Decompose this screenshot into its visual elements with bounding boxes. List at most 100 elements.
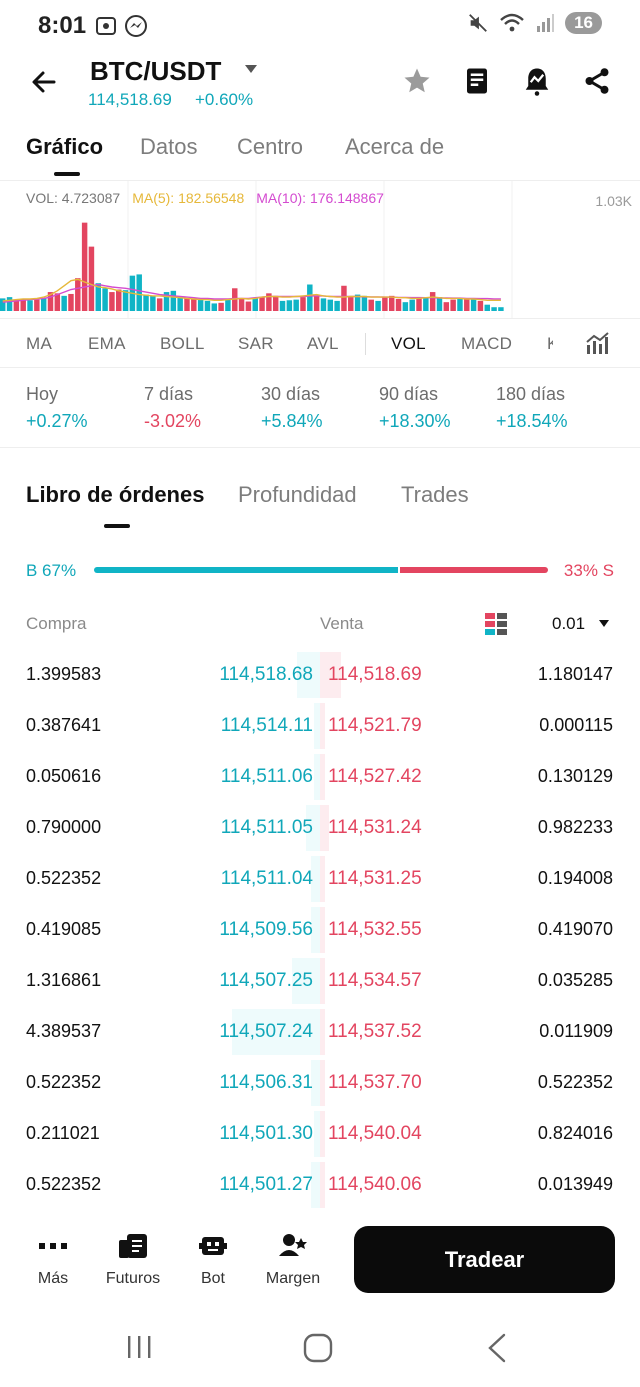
orderbook-row[interactable]: 0.211021 114,501.30 114,540.04 0.824016 (0, 1111, 640, 1162)
volume-bar (450, 299, 456, 311)
indicator-kdj[interactable]: K (547, 334, 553, 353)
star-icon[interactable] (402, 66, 432, 96)
price-step-select[interactable]: 0.01 (552, 614, 586, 633)
sell-quantity: 0.194008 (537, 868, 613, 888)
tab-grafico[interactable]: Gráfico (26, 134, 104, 159)
orderbook-row[interactable]: 1.316861 114,507.25 114,534.57 0.035285 (0, 958, 640, 1009)
volume-bar (136, 274, 142, 311)
buy-sell-ratio: B 67% 33% S (0, 558, 640, 584)
tab-libro-de-ordenes[interactable]: Libro de órdenes (26, 482, 205, 507)
buy-depth-bar (314, 1111, 320, 1157)
sell-price: 114,518.69 (328, 664, 422, 685)
orderbook-row[interactable]: 0.387641 114,514.11 114,521.79 0.000115 (0, 703, 640, 754)
indicator-boll[interactable]: BOLL (160, 334, 205, 353)
volume-bar (95, 283, 101, 311)
orderbook-row[interactable]: 0.050616 114,511.06 114,527.42 0.130129 (0, 754, 640, 805)
volume-bar (388, 295, 395, 311)
nav-label: Futuros (105, 1270, 161, 1287)
ratio-bar (94, 567, 548, 573)
sell-quantity: 0.982233 (537, 817, 613, 837)
pair-dropdown-icon[interactable] (244, 64, 258, 74)
volume-bar (423, 297, 429, 311)
buy-quantity: 0.522352 (26, 868, 102, 888)
tab-centro[interactable]: Centro (237, 134, 304, 159)
sell-quantity: 0.419070 (537, 919, 613, 939)
volume-bar (40, 298, 47, 311)
volume-bar (286, 300, 293, 311)
orderbook-row[interactable]: 0.522352 114,511.04 114,531.25 0.194008 (0, 856, 640, 907)
buy-depth-bar (292, 958, 320, 1004)
tab-acerca-de[interactable]: Acerca de (345, 134, 445, 159)
orderbook-row[interactable]: 0.522352 114,501.27 114,540.06 0.013949 (0, 1162, 640, 1213)
volume-bar (327, 299, 334, 311)
volume-bar (20, 299, 26, 311)
pair-title[interactable]: BTC/USDT (90, 56, 222, 86)
buy-price: 114,509.56 (219, 919, 313, 940)
indicator-ma[interactable]: MA (26, 334, 53, 353)
perf-value: +0.27% (26, 411, 88, 431)
pair-header: BTC/USDT 114,518.69 +0.60% (0, 52, 640, 120)
status-bar: 8:01 16 (0, 0, 640, 52)
indicator-vol[interactable]: VOL (391, 334, 426, 353)
volume-bar (334, 300, 340, 311)
buy-quantity: 0.790000 (26, 817, 102, 837)
main-tabs: Gráfico Datos Centro Acerca de (0, 130, 640, 178)
volume-chart[interactable] (0, 180, 640, 319)
nav-futuros[interactable]: Futuros (93, 1230, 173, 1288)
volume-chart-svg (0, 181, 513, 319)
indicator-settings-icon[interactable] (584, 331, 610, 357)
indicator-macd[interactable]: MACD (461, 334, 513, 353)
book-layout-icon[interactable] (484, 612, 508, 636)
buy-quantity: 4.389537 (26, 1021, 102, 1041)
bot-icon (199, 1237, 227, 1255)
volume-bar (245, 301, 252, 311)
sell-depth-bar (320, 1060, 325, 1106)
back-arrow-icon[interactable] (28, 66, 60, 98)
volume-bar (102, 288, 108, 311)
nav-bot[interactable]: Bot (173, 1230, 253, 1288)
sell-quantity: 0.824016 (537, 1123, 613, 1143)
tab-trades[interactable]: Trades (401, 482, 469, 507)
indicator-avl[interactable]: AVL (307, 334, 339, 353)
sell-depth-bar (320, 958, 325, 1004)
orderbook-row[interactable]: 1.399583 114,518.68 114,518.69 1.180147 (0, 652, 640, 703)
indicator-ema[interactable]: EMA (88, 334, 126, 353)
nav-label: Margen (265, 1270, 321, 1287)
back-icon[interactable] (484, 1332, 510, 1364)
volume-bar (402, 302, 409, 311)
sell-depth-bar (320, 703, 325, 749)
trade-button[interactable]: Tradear (354, 1226, 615, 1293)
volume-bar (13, 299, 20, 311)
orderbook-rows: 1.399583 114,518.68 114,518.69 1.180147 0.38… (0, 652, 640, 1213)
volume-bar (122, 290, 129, 311)
volume-bar (307, 284, 313, 311)
volume-bar (197, 299, 204, 311)
price-alert-icon[interactable] (522, 66, 552, 96)
volume-bar (34, 299, 40, 311)
volume-bar (354, 294, 361, 311)
nav-margen[interactable]: Margen (253, 1230, 333, 1288)
orderbook-row[interactable]: 0.790000 114,511.05 114,531.24 0.982233 (0, 805, 640, 856)
chevron-down-icon[interactable] (598, 619, 610, 628)
home-icon[interactable] (302, 1332, 334, 1364)
perf-label: 7 días (144, 384, 194, 404)
recent-apps-icon[interactable] (124, 1332, 154, 1362)
sell-depth-bar (320, 1009, 325, 1055)
orderbook-row[interactable]: 0.522352 114,506.31 114,537.70 0.522352 (0, 1060, 640, 1111)
sell-depth-bar (320, 754, 325, 800)
indicator-sar[interactable]: SAR (238, 334, 274, 353)
orderbook-row[interactable]: 4.389537 114,507.24 114,537.52 0.011909 (0, 1009, 640, 1060)
share-icon[interactable] (582, 66, 612, 96)
system-navigation-bar (0, 1310, 640, 1387)
nav-mas[interactable]: Más (13, 1230, 93, 1288)
tab-datos[interactable]: Datos (140, 134, 198, 159)
volume-bar (191, 299, 197, 311)
tab-profundidad[interactable]: Profundidad (238, 482, 357, 507)
perf-label: 90 días (379, 384, 439, 404)
orderbook-row[interactable]: 0.419085 114,509.56 114,532.55 0.419070 (0, 907, 640, 958)
volume-bar (498, 307, 504, 311)
volume-bar (279, 300, 286, 311)
notebook-icon[interactable] (462, 66, 492, 96)
sell-price: 114,527.42 (328, 766, 422, 787)
volume-bar (382, 297, 388, 311)
